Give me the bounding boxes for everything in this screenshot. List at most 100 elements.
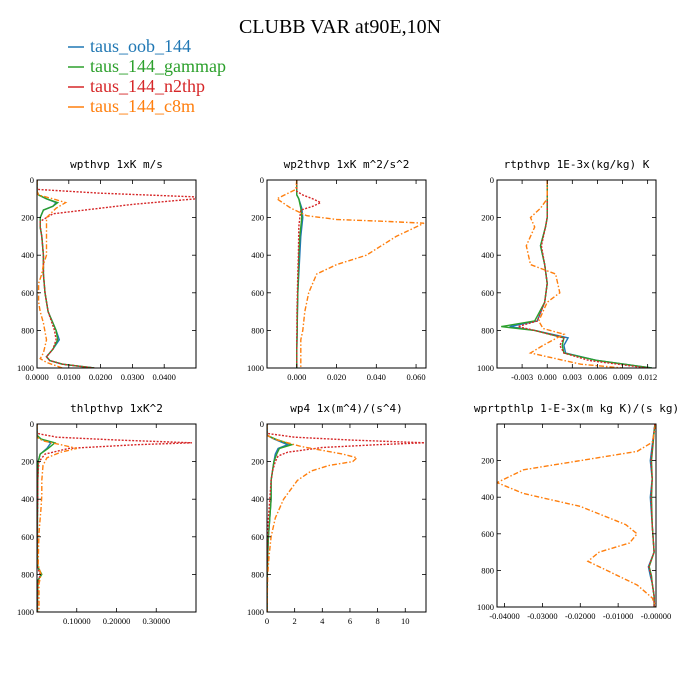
x-tick-label: 0 <box>265 616 269 626</box>
x-tick-label: 4 <box>320 616 325 626</box>
series-group <box>267 424 425 612</box>
y-tick-label: 800 <box>21 569 34 579</box>
x-tick-label: -0.03000 <box>527 611 557 621</box>
y-tick-label: 200 <box>481 213 494 223</box>
series-line-2 <box>267 424 295 612</box>
y-tick-label: 400 <box>251 494 264 504</box>
y-tick-label: 0 <box>30 419 34 429</box>
series-line-2 <box>501 180 652 368</box>
x-tick-label: 10 <box>401 616 410 626</box>
series-line-4 <box>267 424 359 612</box>
series-line-3 <box>296 180 323 368</box>
x-tick-label: -0.003 <box>511 372 533 382</box>
plot-frame <box>266 423 427 613</box>
y-tick-label: 800 <box>251 569 264 579</box>
x-tick-label: 0.000 <box>538 372 557 382</box>
x-tick-label: 6 <box>348 616 352 626</box>
panel-title: wprtpthlp 1-E-3x(m kg K)/(s kg) <box>474 402 679 415</box>
x-tick-label: 8 <box>375 616 379 626</box>
legend-label: taus_144_c8m <box>90 96 195 116</box>
x-tick-label: 0.003 <box>563 372 582 382</box>
y-tick-label: 600 <box>251 288 264 298</box>
y-tick-label: 200 <box>21 457 34 467</box>
series-line-1 <box>37 180 95 368</box>
series-line-2 <box>37 180 95 368</box>
series-line-3 <box>37 180 196 368</box>
y-tick-label: 400 <box>251 250 264 260</box>
x-tick-label: 0.0200 <box>89 372 112 382</box>
y-tick-label: 600 <box>481 529 494 539</box>
y-tick-label: 600 <box>21 532 34 542</box>
series-group <box>275 180 425 368</box>
y-tick-label: 1000 <box>477 602 494 612</box>
x-tick-label: 0.006 <box>588 372 607 382</box>
x-tick-label: 0.020 <box>327 372 346 382</box>
y-tick-label: 1000 <box>247 363 264 373</box>
x-tick-label: -0.01000 <box>603 611 633 621</box>
y-tick-label: 1000 <box>17 363 34 373</box>
figure-title: CLUBB VAR at90E,10N <box>239 16 441 38</box>
series-line-4 <box>37 424 77 612</box>
y-tick-label: 0 <box>30 175 34 185</box>
x-tick-label: 0.0000 <box>25 372 48 382</box>
y-tick-label: 800 <box>481 565 494 575</box>
x-tick-label: 0.040 <box>367 372 386 382</box>
chart-panel-3: rtpthvp 1E-3x(kg/kg) K 0 200 400 600 800 1000 -… <box>477 158 657 382</box>
series-line-1 <box>509 180 652 368</box>
y-tick-label: 1000 <box>17 607 34 617</box>
series-line-4 <box>525 180 623 368</box>
x-tick-label: 0.000 <box>287 372 306 382</box>
panel-title: rtpthvp 1E-3x(kg/kg) K <box>504 158 650 171</box>
x-tick-label: 0.0100 <box>57 372 80 382</box>
y-tick-label: 0 <box>260 419 264 429</box>
y-tick-label: 800 <box>251 325 264 335</box>
x-tick-label: 0.30000 <box>142 616 170 626</box>
y-tick-label: 400 <box>21 250 34 260</box>
plot-frame <box>496 423 657 608</box>
chart-panel-1: wpthvp 1xK m/s 0 200 400 600 800 10000.0000 0.0… <box>17 158 197 382</box>
x-tick-label: 2 <box>293 616 297 626</box>
y-tick-label: 200 <box>21 213 34 223</box>
plot-frame <box>36 179 197 369</box>
y-tick-label: 600 <box>481 288 494 298</box>
x-tick-label: 0.10000 <box>63 616 91 626</box>
y-tick-label: 200 <box>481 456 494 466</box>
y-tick-label: 1000 <box>477 363 494 373</box>
x-tick-label: 0.20000 <box>103 616 131 626</box>
x-tick-label: -0.02000 <box>565 611 595 621</box>
x-tick-label: 0.009 <box>613 372 632 382</box>
panel-title: wp4 1x(m^4)/(s^4) <box>290 402 403 415</box>
y-tick-label: 400 <box>21 494 34 504</box>
series-line-3 <box>37 424 193 612</box>
y-tick-label: 0 <box>490 175 494 185</box>
panel-title: thlpthvp 1xK^2 <box>70 402 163 415</box>
series-group <box>501 180 652 368</box>
series-line-4 <box>497 424 656 607</box>
series-line-4 <box>37 180 68 368</box>
x-tick-label: -0.04000 <box>489 611 519 621</box>
legend-label: taus_144_gammap <box>90 56 226 76</box>
x-tick-label: 0.060 <box>407 372 426 382</box>
series-line-3 <box>517 180 648 368</box>
y-tick-label: 200 <box>251 213 264 223</box>
y-tick-label: 0 <box>260 175 264 185</box>
y-tick-label: 600 <box>21 288 34 298</box>
x-tick-label: 0.0400 <box>153 372 176 382</box>
chart-panel-6: wprtpthlp 1-E-3x(m kg K)/(s kg) 200 400 600… <box>474 402 679 621</box>
y-tick-label: 600 <box>251 532 264 542</box>
y-tick-label: 800 <box>21 325 34 335</box>
series-line-3 <box>648 424 656 607</box>
x-tick-label: -0.00000 <box>641 611 671 621</box>
series-group <box>37 424 193 612</box>
y-tick-label: 400 <box>481 250 494 260</box>
x-tick-label: 0.0300 <box>121 372 144 382</box>
legend: taus_oob_144taus_144_gammaptaus_144_n2th… <box>68 36 226 116</box>
chart-panel-2: wp2thvp 1xK m^2/s^2 0 200 400 600 800 1000 0.00… <box>247 158 427 382</box>
y-tick-label: 1000 <box>247 607 264 617</box>
chart-panel-4: thlpthvp 1xK^2 0 200 400 600 800 1000 0.10000 0.… <box>17 402 197 626</box>
y-tick-label: 200 <box>251 457 264 467</box>
legend-label: taus_144_n2thp <box>90 76 205 96</box>
